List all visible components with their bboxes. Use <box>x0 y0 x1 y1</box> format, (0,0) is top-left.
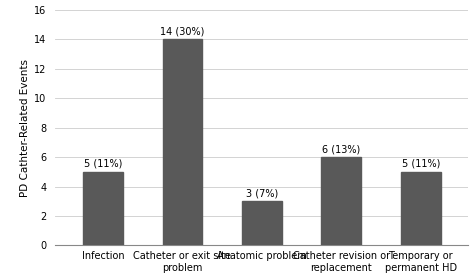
Bar <box>321 157 361 246</box>
Text: 5 (11%): 5 (11%) <box>84 159 122 169</box>
Bar <box>401 172 441 246</box>
Bar <box>242 201 282 246</box>
Text: 14 (30%): 14 (30%) <box>160 26 205 36</box>
Text: 6 (13%): 6 (13%) <box>322 144 360 154</box>
Bar <box>83 172 123 246</box>
Bar <box>163 39 202 246</box>
Y-axis label: PD Cathter-Related Events: PD Cathter-Related Events <box>20 59 30 196</box>
Text: 5 (11%): 5 (11%) <box>401 159 440 169</box>
Text: 3 (7%): 3 (7%) <box>246 188 278 198</box>
